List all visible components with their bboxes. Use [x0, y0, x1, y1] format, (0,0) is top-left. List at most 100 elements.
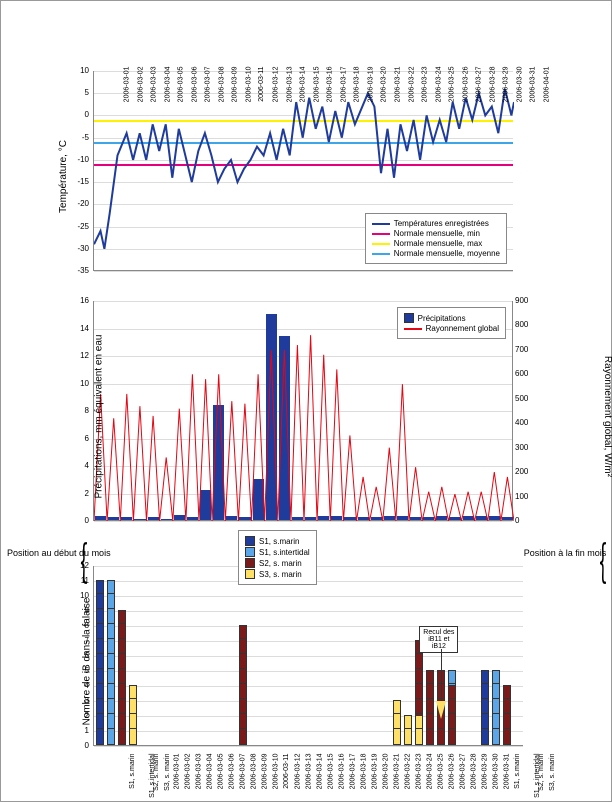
x-tick: 2006-03-06	[228, 754, 235, 790]
legend-label: Normale mensuelle, min	[394, 229, 480, 238]
y-tick-left: 14	[65, 324, 89, 333]
y-tick: 0	[65, 741, 89, 750]
bar-seg	[427, 728, 433, 729]
bar-seg	[493, 698, 499, 699]
legend-label: S2, s. marin	[259, 559, 302, 568]
bar-seg	[493, 683, 499, 684]
x-tick: S2, s. marin	[152, 754, 159, 791]
x-tick: 2006-03-30	[493, 754, 500, 790]
x-tick: 2006-03-13	[286, 67, 293, 103]
bar-seg	[97, 698, 103, 699]
legend-swatch	[245, 547, 255, 557]
x-tick: 2006-03-03	[150, 67, 157, 103]
x-tick: 2006-03-12	[272, 67, 279, 103]
legend-label: Précipitations	[418, 314, 466, 323]
legend-label: Normale mensuelle, max	[394, 239, 482, 248]
grid-line	[94, 671, 523, 672]
y-tick-right: 600	[515, 369, 539, 378]
x-tick: 2006-03-05	[178, 67, 185, 103]
bar-seg	[482, 683, 488, 684]
x-tick: 2006-03-19	[371, 754, 378, 790]
y-tick-right: 200	[515, 467, 539, 476]
bar-seg	[240, 638, 246, 639]
bar-seg	[119, 623, 125, 624]
bar-seg	[97, 608, 103, 609]
bar-seg	[119, 668, 125, 669]
bar-seg	[240, 668, 246, 669]
x-tick: 2006-03-25	[438, 754, 445, 790]
legend-swatch	[372, 223, 390, 225]
precip-ylabel: Précipitations, mm équivalent en eau	[93, 335, 104, 499]
x-tick: 2006-03-31	[530, 67, 537, 103]
x-tick: 2006-03-14	[299, 67, 306, 103]
legend-swatch	[372, 233, 390, 235]
legend-row: Rayonnement global	[404, 324, 499, 333]
x-tick: 2006-03-19	[367, 67, 374, 103]
y-tick-left: 16	[65, 296, 89, 305]
x-tick: 2006-03-29	[482, 754, 489, 790]
bar-s1-intertidal	[492, 670, 500, 745]
bar-seg	[119, 653, 125, 654]
radiation-ylabel: Rayonnement global, W/m²	[602, 356, 612, 477]
ib-count-panel: Recul desiB11 etiB120123456789101112S1, …	[93, 566, 523, 746]
x-tick: 2006-03-06	[191, 67, 198, 103]
y-tick-left: 4	[65, 461, 89, 470]
legend-swatch	[245, 536, 255, 546]
grid-line	[94, 716, 523, 717]
legend-row: S1, s.marin	[245, 536, 310, 546]
bar-seg	[504, 713, 510, 714]
bar-seg	[97, 668, 103, 669]
bar-seg	[240, 653, 246, 654]
x-tick: 2006-03-24	[435, 67, 442, 103]
x-tick: 2006-03-28	[471, 754, 478, 790]
x-tick: S1, s.marin	[128, 754, 135, 789]
grid-line	[94, 521, 512, 522]
bar-s2-marin	[503, 685, 511, 745]
x-tick: 2006-03-20	[382, 754, 389, 790]
x-tick: 2006-03-29	[503, 67, 510, 103]
legend-row: Normale mensuelle, max	[372, 239, 500, 248]
bar-seg	[108, 623, 114, 624]
bar-seg	[493, 713, 499, 714]
bar-seg	[108, 638, 114, 639]
callout-connector	[441, 649, 442, 702]
y-tick: 5	[65, 88, 89, 97]
bar-s2-marin	[426, 670, 434, 745]
bar-seg	[482, 698, 488, 699]
arrow-callout: Recul desiB11 etiB12	[419, 626, 458, 653]
y-tick-right: 300	[515, 443, 539, 452]
x-tick: S3, s. marin	[163, 754, 170, 791]
x-tick: 2006-03-23	[415, 754, 422, 790]
legend-row: Normale mensuelle, moyenne	[372, 249, 500, 258]
grid-line	[94, 641, 523, 642]
bar-seg	[130, 713, 136, 714]
bar-seg	[108, 698, 114, 699]
callout-start: Position au début du mois ︷	[7, 548, 85, 580]
x-tick: 2006-03-11	[258, 67, 265, 102]
bar-seg	[504, 728, 510, 729]
precip-radiation-panel: PrécipitationsRayonnement global02468101…	[93, 301, 513, 521]
legend-label: Rayonnement global	[426, 324, 499, 333]
x-tick: 2006-03-18	[354, 67, 361, 103]
x-tick: 2006-03-27	[476, 67, 483, 103]
bar-s1-intertidal	[107, 580, 115, 745]
x-tick: 2006-03-07	[239, 754, 246, 790]
y-tick-left: 8	[65, 406, 89, 415]
bar-seg	[130, 728, 136, 729]
bar-seg	[416, 728, 422, 729]
x-tick: 2006-03-08	[250, 754, 257, 790]
bar-seg	[240, 728, 246, 729]
x-tick: 2006-03-14	[316, 754, 323, 790]
x-tick: S3, s. marin	[549, 754, 556, 791]
bar-s3-marin	[404, 715, 412, 745]
x-tick: 2006-03-02	[137, 67, 144, 103]
legend-swatch	[404, 313, 414, 323]
bar-seg	[108, 608, 114, 609]
bar-seg	[97, 728, 103, 729]
legend-label: Températures enregistrées	[394, 219, 489, 228]
bar-s3-marin	[393, 700, 401, 745]
legend-swatch	[245, 569, 255, 579]
legend-swatch	[245, 558, 255, 568]
legend-swatch	[372, 243, 390, 245]
precip-legend: PrécipitationsRayonnement global	[397, 307, 506, 339]
